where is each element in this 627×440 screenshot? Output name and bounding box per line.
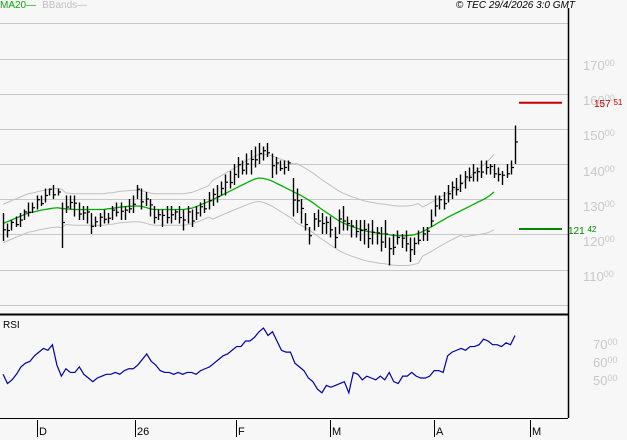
time-axis-label: M <box>532 426 542 438</box>
time-axis-label: F <box>238 426 245 438</box>
time-axis-label: D <box>39 426 47 438</box>
rsi-axis-label: 6000 <box>593 355 618 370</box>
price-axis-label: 12000 <box>583 234 615 249</box>
time-axis-label: 26 <box>137 426 150 438</box>
rsi-axis-label: 7000 <box>593 337 618 352</box>
copyright-timestamp: © TEC 29/4/2026 3:0 GMT <box>455 0 575 11</box>
price-axis-label: 14000 <box>583 163 615 179</box>
rsi-panel-label: RSI <box>3 320 20 331</box>
chart-legend: MA20— BBands— <box>0 0 87 11</box>
legend-ma20: MA20— <box>0 0 37 11</box>
price-axis-label: 13000 <box>583 198 615 214</box>
rsi-axis-label: 5000 <box>593 373 618 388</box>
resistance-level-label: 157 51 <box>594 98 623 110</box>
price-axis-label: 17000 <box>583 58 615 73</box>
legend-bbands: BBands— <box>42 0 88 11</box>
time-axis-label: M <box>332 426 342 438</box>
price-axis-label: 11000 <box>583 269 614 285</box>
price-axis-label: 16000 <box>583 93 615 109</box>
support-level-label: 121 42 <box>568 225 597 237</box>
time-axis-label: A <box>436 426 444 438</box>
price-axis-label: 15000 <box>583 128 615 144</box>
